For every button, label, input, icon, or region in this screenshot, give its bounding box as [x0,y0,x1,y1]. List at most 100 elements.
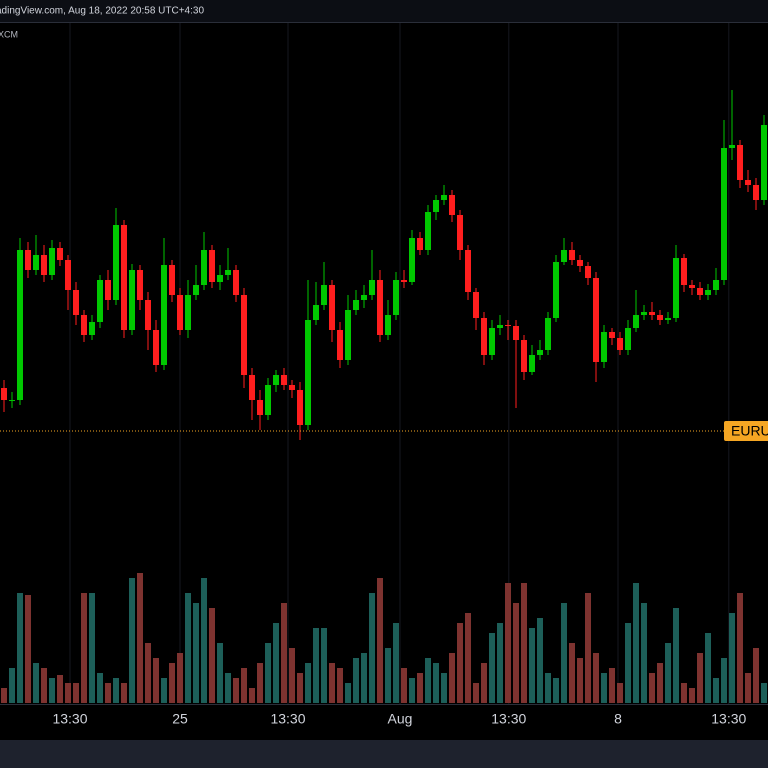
volume-bar [249,688,255,703]
volume-bar [169,663,175,703]
candle-body [329,285,335,330]
x-axis-strip [0,704,768,740]
candle-body [489,328,495,355]
candle-body [233,270,239,295]
candle-body [753,185,759,200]
candle-body [625,328,631,350]
chart-title: adingView.com, Aug 18, 2022 20:58 UTC+4:… [0,6,204,17]
candle-body [9,400,15,401]
volume-bar [1,688,7,703]
candle-body [57,248,63,260]
volume-bar [105,683,111,703]
candle-body [409,238,415,282]
volume-bar [241,668,247,703]
volume-bar [345,683,351,703]
candle-body [553,262,559,318]
volume-bar [361,653,367,703]
candle-body [25,250,31,270]
volume-bar [313,628,319,703]
candle-body [65,260,71,290]
volume-bar [681,683,687,703]
candle-body [281,375,287,385]
candle-body [689,285,695,288]
candle-body [345,310,351,360]
volume-bar [425,658,431,703]
volume-bar [97,673,103,703]
candle-body [737,145,743,180]
volume-bar [81,593,87,703]
candle-body [377,280,383,335]
candle-body [585,266,591,278]
candle-body [97,280,103,322]
volume-bar [337,668,343,703]
volume-bar [73,683,79,703]
candle-body [121,225,127,330]
candle-body [545,318,551,350]
candle-body [721,148,727,280]
candle-body [641,312,647,315]
candle-body [265,385,271,415]
volume-bar [305,663,311,703]
volume-bar [393,623,399,703]
candle-body [473,292,479,318]
volume-bar [409,678,415,703]
volume-bar [137,573,143,703]
candle-body [465,250,471,292]
volume-bar [689,688,695,703]
volume-bar [585,593,591,703]
candle-body [425,212,431,250]
volume-bar [649,673,655,703]
volume-bar [329,663,335,703]
volume-bar [657,663,663,703]
candle-body [697,288,703,295]
volume-bar [529,628,535,703]
candle-body [361,295,367,300]
candle-body [513,326,519,340]
volume-bar [609,668,615,703]
candle-body [369,280,375,295]
candle-body [569,250,575,260]
volume-bar [625,623,631,703]
candle-body [129,270,135,330]
candle-body [81,315,87,335]
price-pane: EURU [0,90,768,441]
volume-bar [601,673,607,703]
volume-bar [713,678,719,703]
volume-bar [537,618,543,703]
candle-body [433,200,439,212]
candle-body [241,295,247,375]
volume-bar [593,653,599,703]
volume-bar [505,583,511,703]
candle-body [417,238,423,250]
candle-body [657,315,663,320]
candle-body [137,270,143,300]
volume-bar [521,583,527,703]
volume-bar [353,658,359,703]
candle-body [145,300,151,330]
volume-bar [761,683,767,703]
volume-bar [745,673,751,703]
candle-body [249,375,255,400]
volume-bar [257,663,263,703]
bottom-bar [0,740,768,768]
volume-bar [17,593,23,703]
candle-body [169,265,175,295]
volume-bar [265,643,271,703]
x-tick-label: 13:30 [711,711,746,727]
candle-body [449,195,455,215]
volume-bar [121,683,127,703]
candle-body [193,285,199,295]
x-tick-label: 8 [614,711,622,727]
volume-bar [665,643,671,703]
candle-body [745,180,751,185]
volume-bar [473,683,479,703]
candle-body [289,385,295,390]
candle-body [161,265,167,365]
volume-bar [441,673,447,703]
volume-bar [377,578,383,703]
candle-body [177,295,183,330]
volume-bar [369,593,375,703]
volume-pane [1,573,767,703]
candle-body [649,312,655,315]
volume-bar [41,668,47,703]
